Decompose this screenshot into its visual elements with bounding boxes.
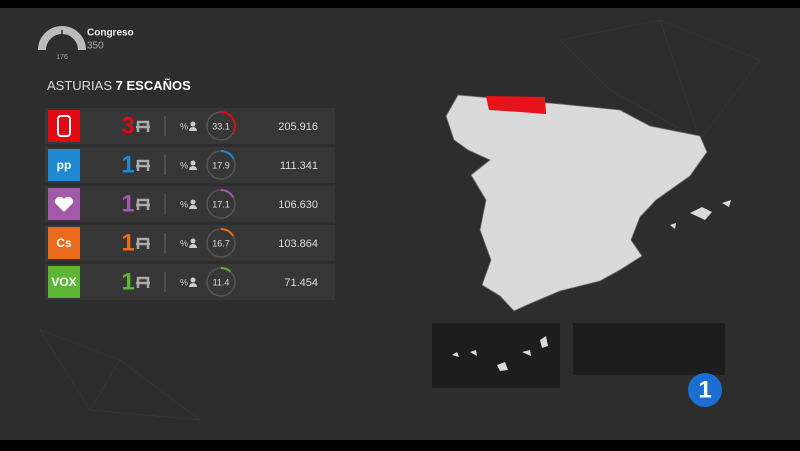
region-title: ASTURIAS 7 ESCAÑOS — [47, 78, 191, 93]
party-logo — [48, 149, 80, 181]
party-logo — [48, 266, 80, 298]
ceuta-melilla-inset — [573, 323, 725, 375]
party-logo — [48, 227, 80, 259]
seat-icon — [136, 237, 150, 249]
votes: 106.630 — [278, 199, 318, 211]
row-bg — [45, 108, 335, 144]
asturias — [486, 96, 546, 114]
person-icon-body — [189, 127, 197, 131]
person-icon — [190, 121, 196, 127]
canary-islands — [452, 336, 548, 371]
pct-ring — [220, 189, 235, 198]
row-bg — [45, 264, 335, 300]
seats: 3 — [121, 112, 134, 139]
votes: 111.341 — [280, 160, 318, 172]
seats: 1 — [121, 151, 134, 178]
seats: 1 — [121, 229, 134, 256]
pct-ring — [220, 111, 236, 134]
person-icon — [190, 160, 196, 166]
pct-ring — [220, 267, 231, 273]
pct-symbol: % — [180, 121, 188, 131]
votes: 205.916 — [278, 121, 318, 133]
person-icon-body — [189, 205, 197, 209]
row-bg — [45, 147, 335, 183]
party-logo-text: VOX — [51, 275, 76, 289]
pct-ring — [220, 228, 235, 237]
background — [0, 8, 800, 440]
pct: 33.1 — [212, 121, 230, 131]
pct: 17.1 — [212, 199, 230, 209]
pct-symbol: % — [180, 199, 188, 209]
channel-logo-bg — [688, 373, 722, 407]
seat-icon — [136, 120, 150, 132]
person-icon — [190, 277, 196, 283]
party-logo-heart — [54, 196, 74, 212]
seat-icon — [136, 198, 150, 210]
row-bg — [45, 186, 335, 222]
region-seats: 7 ESCAÑOS — [116, 78, 191, 93]
person-icon-body — [189, 166, 197, 170]
person-icon-body — [189, 283, 197, 287]
row-bg — [45, 225, 335, 261]
total-seats: 350 — [87, 41, 104, 52]
region-name: ASTURIAS — [47, 78, 112, 93]
party-logo-text: pp — [57, 158, 72, 172]
seats: 1 — [121, 190, 134, 217]
pct-symbol: % — [180, 277, 188, 287]
bottom-bar — [0, 440, 800, 451]
votes: 103.864 — [278, 238, 318, 250]
pct-symbol: % — [180, 238, 188, 248]
party-logo-text: Cs — [56, 236, 72, 250]
majority: 176 — [56, 54, 68, 61]
chamber: Congreso — [87, 28, 134, 39]
mainland — [445, 94, 708, 312]
pct: 17.9 — [212, 160, 230, 170]
pct: 11.4 — [213, 277, 230, 287]
person-icon — [190, 238, 196, 244]
seat-icon — [136, 159, 150, 171]
canary-inset — [432, 323, 560, 388]
balearic — [670, 200, 731, 229]
pct-symbol: % — [180, 160, 188, 170]
spain-map — [432, 94, 731, 388]
votes: 71.454 — [284, 277, 318, 289]
party-logo-rose — [57, 115, 71, 137]
pct-ring — [220, 150, 235, 160]
seats: 1 — [121, 268, 134, 295]
channel-logo: 1 — [698, 376, 711, 403]
person-icon-body — [189, 244, 197, 248]
person-icon — [190, 199, 196, 205]
seat-icon — [136, 276, 150, 288]
pct: 16.7 — [212, 238, 230, 248]
top-bar — [0, 0, 800, 8]
network-decoration — [39, 19, 761, 421]
party-logo — [48, 110, 80, 142]
